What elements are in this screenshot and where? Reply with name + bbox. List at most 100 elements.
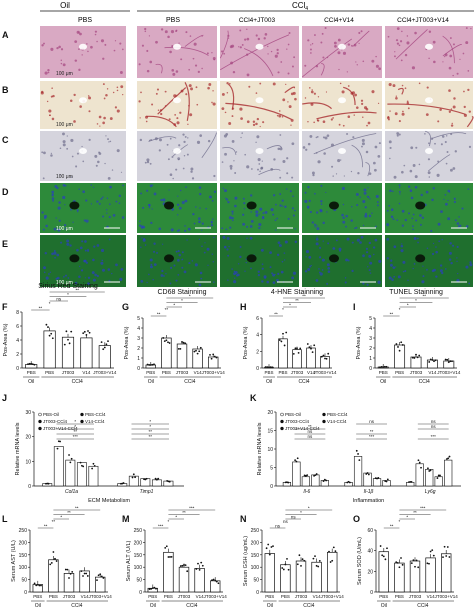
cell-nucleus — [364, 206, 367, 209]
cell-nucleus — [198, 186, 202, 189]
cell-nucleus — [144, 244, 147, 246]
cell-nucleus — [435, 250, 438, 254]
cell-nucleus — [396, 27, 400, 30]
cell-nucleus — [140, 246, 142, 249]
y-tick-label: 2 — [369, 346, 372, 352]
cell-nucleus — [435, 275, 438, 278]
cell-nucleus — [294, 97, 297, 101]
cell-nucleus — [359, 241, 362, 244]
data-point — [282, 332, 284, 335]
fibrosis-streak — [320, 63, 325, 76]
data-point — [131, 476, 134, 479]
tissue-background — [302, 235, 382, 287]
x-category-label: PBS — [164, 594, 173, 599]
cell-nucleus — [199, 134, 203, 137]
cell-nucleus — [428, 57, 430, 60]
data-point — [266, 366, 269, 369]
cell-nucleus — [76, 209, 79, 212]
cell-nucleus — [270, 50, 273, 53]
data-point — [415, 559, 418, 562]
data-point — [63, 343, 66, 346]
group-label-ccl4: CCl4 — [72, 379, 83, 385]
cell-nucleus — [338, 247, 342, 251]
cell-nucleus — [109, 185, 112, 189]
cell-nucleus — [257, 274, 261, 277]
y-tick-label: 50 — [136, 578, 142, 584]
cell-nucleus — [375, 64, 379, 68]
cell-nucleus — [245, 258, 247, 260]
cell-nucleus — [355, 226, 358, 229]
legend-label: JT003+V14-CCl4 — [43, 426, 78, 431]
cell-nucleus — [447, 199, 449, 202]
x-category-label: V14 — [196, 594, 205, 599]
data-point — [35, 584, 38, 587]
cell-nucleus — [245, 261, 247, 264]
chart-title: CD68 Stainning — [157, 289, 206, 296]
cell-nucleus — [229, 226, 232, 229]
x-category-label: PBS — [45, 370, 54, 375]
significance-label: ns — [431, 424, 437, 429]
cell-nucleus — [146, 281, 148, 284]
cell-nucleus — [286, 157, 289, 160]
cell-nucleus — [168, 118, 171, 121]
cell-nucleus — [357, 172, 360, 175]
data-point — [196, 352, 199, 355]
data-point — [434, 359, 437, 362]
data-point — [315, 564, 318, 567]
cell-nucleus — [465, 225, 469, 228]
cell-nucleus — [291, 207, 294, 210]
cell-nucleus — [161, 243, 164, 245]
micrograph-tile — [219, 26, 299, 78]
data-point — [148, 588, 151, 591]
cell-nucleus — [212, 261, 215, 263]
cell-nucleus — [356, 64, 358, 66]
cell-nucleus — [416, 237, 419, 240]
cell-nucleus — [448, 66, 452, 70]
cell-nucleus — [425, 113, 429, 117]
cell-nucleus — [367, 121, 371, 125]
legend-marker — [80, 412, 84, 417]
bar — [434, 476, 443, 487]
cell-nucleus — [81, 54, 83, 56]
data-point — [313, 344, 316, 347]
cell-nucleus — [95, 164, 98, 167]
y-tick-label: 5 — [369, 316, 372, 322]
cell-nucleus — [249, 194, 253, 197]
cell-nucleus — [450, 124, 454, 127]
data-point — [286, 557, 288, 560]
cell-nucleus — [259, 82, 262, 85]
data-point — [400, 557, 402, 559]
bar — [415, 463, 424, 487]
cell-nucleus — [116, 109, 120, 113]
cell-nucleus — [43, 42, 45, 45]
cell-nucleus — [246, 165, 250, 169]
data-point — [201, 564, 204, 567]
col-label-3: CCl4+V14 — [324, 17, 354, 24]
group-label-ccl4: CCl4 — [303, 603, 314, 609]
x-category-label: V14 — [427, 594, 436, 599]
cell-nucleus — [314, 226, 316, 228]
cell-nucleus — [149, 184, 153, 188]
cell-nucleus — [102, 196, 104, 198]
y-tick-label: 200 — [19, 540, 28, 546]
data-point — [444, 358, 447, 361]
cell-nucleus — [64, 184, 67, 187]
cell-nucleus — [290, 124, 292, 126]
cell-nucleus — [402, 110, 404, 113]
cell-nucleus — [394, 51, 396, 53]
cell-nucleus — [266, 280, 270, 284]
cell-nucleus — [322, 221, 325, 225]
cell-nucleus — [389, 157, 391, 160]
cell-nucleus — [362, 282, 365, 285]
cell-nucleus — [155, 92, 158, 95]
cell-nucleus — [113, 49, 116, 52]
significance-label: ** — [39, 305, 43, 310]
cell-nucleus — [401, 84, 404, 87]
cell-nucleus — [213, 281, 215, 283]
bar — [444, 459, 453, 487]
cell-nucleus — [312, 174, 315, 177]
cell-nucleus — [246, 73, 250, 77]
central-vein — [338, 148, 346, 154]
